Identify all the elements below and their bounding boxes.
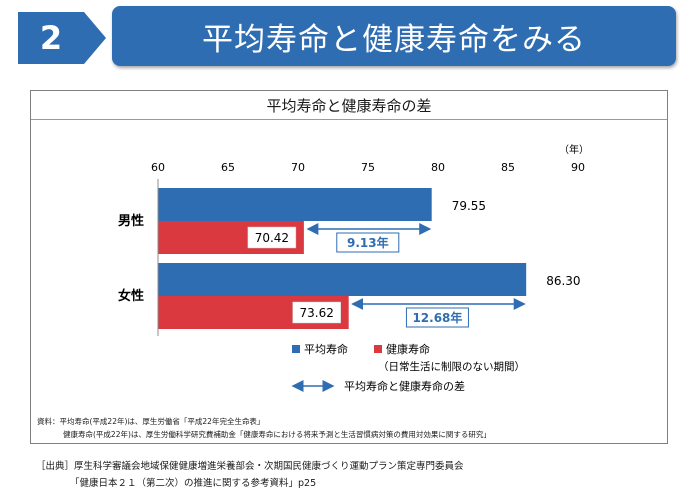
bar-average-life xyxy=(158,263,527,296)
gap-label-box xyxy=(405,307,469,328)
source-line-1: ［出典］厚生科学審議会地域保健健康増進栄養部会・次期国民健康づくり運動プラン策定… xyxy=(36,461,464,472)
gap-label-box xyxy=(336,232,400,253)
page-title: 平均寿命と健康寿命をみる xyxy=(112,6,676,66)
gap-label: 12.68年 xyxy=(412,310,462,325)
x-tick-label: 75 xyxy=(361,161,375,174)
section-arrow xyxy=(84,12,106,64)
chart-title-divider xyxy=(31,119,667,120)
legend-swatch-healthy xyxy=(374,345,382,353)
x-tick-label: 90 xyxy=(571,161,585,174)
category-label: 男性 xyxy=(118,213,144,229)
source-line-2: 「健康日本２１（第二次）の推進に関する参考資料」p25 xyxy=(70,478,317,489)
legend-sub-healthy: （日常生活に制限のない期間） xyxy=(378,360,525,373)
data-label-healthy: 70.42 xyxy=(255,231,289,245)
category-label: 女性 xyxy=(118,288,144,304)
legend-label-gap: 平均寿命と健康寿命の差 xyxy=(344,379,465,393)
data-label-box xyxy=(292,301,341,324)
x-tick-label: 80 xyxy=(431,161,445,174)
legend-swatch-average xyxy=(292,345,300,353)
x-axis-unit: （年） xyxy=(559,143,589,156)
data-label-average: 86.30 xyxy=(546,274,580,288)
data-label-healthy: 73.62 xyxy=(300,306,334,320)
gap-label: 9.13年 xyxy=(347,235,389,250)
x-tick-label: 70 xyxy=(291,161,305,174)
legend-label-healthy: 健康寿命 xyxy=(386,342,430,356)
data-note-1: 資料：平均寿命(平成22年)は、厚生労働省「平成22年完全生命表」 xyxy=(37,417,265,426)
x-tick-label: 65 xyxy=(221,161,235,174)
data-note-2: 健康寿命(平成22年)は、厚生労働科学研究費補助金「健康寿命における将来予測と生… xyxy=(63,430,491,439)
section-number: 2 xyxy=(18,12,84,64)
x-tick-label: 60 xyxy=(151,161,165,174)
legend-label-average: 平均寿命 xyxy=(304,342,348,356)
chart-frame: 平均寿命と健康寿命の差 （年） 60 65 70 75 80 85 90 男性 79.55 70.4… xyxy=(30,90,668,444)
chart-title: 平均寿命と健康寿命の差 xyxy=(266,97,432,115)
x-tick-label: 85 xyxy=(501,161,515,174)
bar-average-life xyxy=(158,188,432,221)
data-label-average: 79.55 xyxy=(452,199,486,213)
data-label-box xyxy=(247,226,297,249)
